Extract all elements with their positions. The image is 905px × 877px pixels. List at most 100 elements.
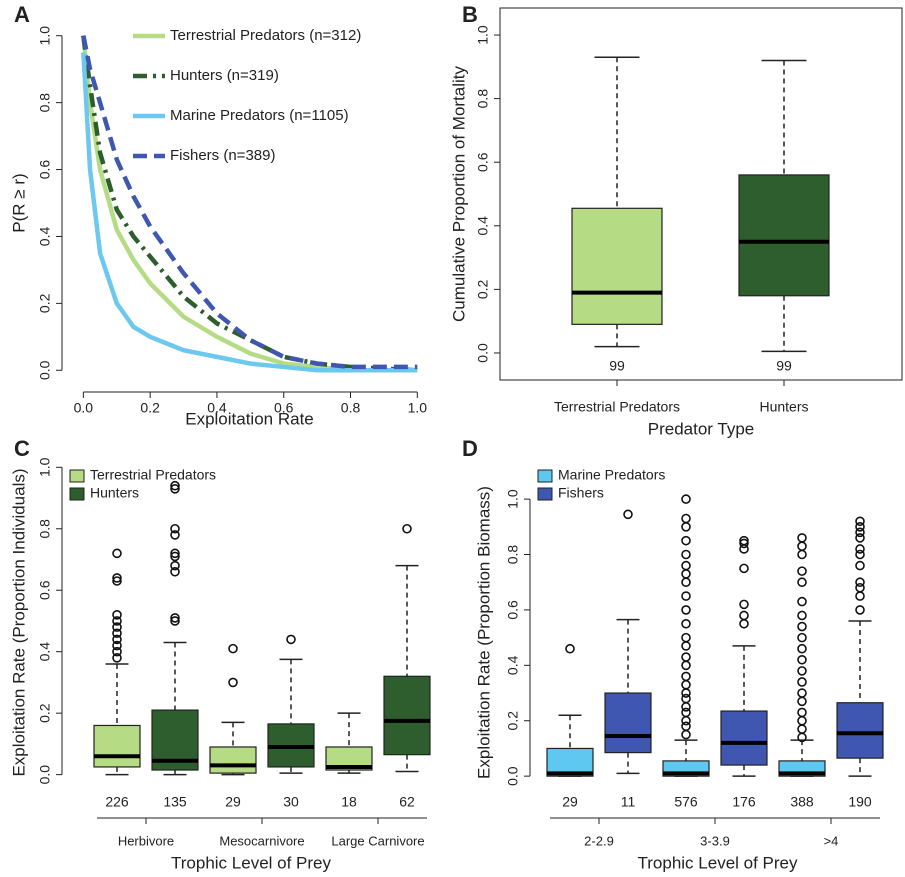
outlier [112, 653, 122, 663]
x-tick-label: 1.0 [408, 400, 428, 416]
outlier [797, 549, 807, 560]
outlier [855, 560, 865, 571]
panel-letter: B [462, 2, 478, 27]
legend-label: Fishers (n=389) [170, 147, 275, 164]
count-label: 11 [621, 794, 636, 810]
y-tick-label: 0.6 [505, 600, 521, 620]
outlier [170, 560, 180, 571]
y-tick-label: 0.8 [505, 545, 521, 565]
outlier [112, 634, 122, 645]
plot-frame [499, 7, 903, 381]
outlier [681, 702, 691, 712]
outlier [681, 721, 691, 732]
y-axis-label: P(R ≥ r) [9, 173, 28, 232]
outlier [797, 715, 807, 726]
y-tick-label: 0.0 [37, 765, 53, 785]
count-label: 176 [732, 794, 756, 810]
series-line [81, 52, 418, 373]
y-tick-label: 1.0 [475, 25, 491, 45]
outlier [681, 707, 691, 718]
x-tick-label: Large Carnivore [331, 833, 424, 848]
outlier [797, 688, 807, 698]
y-tick-label: 0.6 [475, 152, 491, 172]
x-tick-label: 0.2 [140, 400, 160, 416]
outlier [170, 551, 180, 562]
outlier [739, 599, 749, 610]
outlier [739, 610, 749, 621]
outlier [797, 724, 807, 734]
outlier [681, 652, 691, 662]
box [325, 746, 373, 771]
box [93, 724, 141, 768]
outlier [170, 484, 180, 494]
outlier [112, 610, 122, 620]
box [383, 675, 431, 756]
x-tick-label: 0.4 [207, 400, 227, 416]
x-tick-label: 0.8 [341, 400, 361, 416]
outlier [681, 618, 691, 629]
outlier [855, 605, 865, 615]
outlier [681, 641, 691, 651]
y-tick-label: 0.8 [475, 89, 491, 109]
outlier [797, 696, 807, 707]
outlier [170, 530, 180, 540]
outlier [170, 523, 180, 534]
outlier [797, 654, 807, 665]
outlier [797, 541, 807, 552]
outlier [623, 509, 633, 520]
outlier [855, 591, 865, 601]
outlier [681, 671, 691, 682]
legend-label: Marine Predators [558, 467, 665, 483]
outlier [170, 616, 180, 626]
y-tick-label: 1.0 [505, 489, 521, 509]
x-tick-label: Terrestrial Predators [554, 399, 680, 415]
outlier [797, 643, 807, 654]
x-axis-label: Exploitation Rate [185, 409, 314, 428]
outlier [797, 632, 807, 643]
outlier [681, 679, 691, 690]
panel-letter: D [462, 436, 478, 461]
count-label: 576 [674, 794, 698, 810]
y-tick-label: 0.4 [37, 642, 53, 662]
count-label: 190 [848, 794, 872, 810]
box [720, 710, 768, 766]
outlier [797, 677, 807, 687]
outlier [112, 576, 122, 586]
count-label: 30 [283, 794, 299, 810]
count-label: 99 [776, 358, 792, 374]
outlier [681, 494, 691, 504]
outlier [565, 643, 575, 654]
outlier [170, 480, 180, 491]
outlier [681, 693, 691, 704]
outlier [681, 513, 691, 524]
outlier [681, 660, 691, 671]
count-label: 388 [790, 794, 814, 810]
outlier [112, 622, 122, 632]
y-tick-label: 0.2 [37, 293, 53, 313]
outlier [170, 548, 180, 559]
outlier [681, 715, 691, 726]
series-line [81, 35, 418, 373]
outlier [855, 522, 865, 532]
outlier [112, 640, 122, 651]
legend-swatch [537, 487, 553, 501]
outlier [797, 666, 807, 676]
x-tick-label: Herbivore [118, 833, 174, 848]
y-axis-label: Exploitation Rate (Proportion Individual… [9, 468, 28, 776]
y-axis-label: Cumulative Proportion of Mortality [449, 65, 468, 322]
legend-label: Terrestrial Predators [90, 467, 216, 483]
outlier [681, 577, 691, 588]
box [604, 692, 652, 754]
y-tick-label: 0.8 [37, 519, 53, 539]
outlier [739, 538, 749, 549]
outlier [797, 707, 807, 718]
outlier [739, 535, 749, 546]
outlier [797, 610, 807, 621]
x-tick-label: 0.0 [74, 400, 94, 416]
box [836, 702, 884, 759]
outlier [112, 646, 122, 657]
y-tick-label: 0.4 [37, 227, 53, 247]
legend-swatch [69, 487, 85, 501]
box [571, 207, 663, 325]
